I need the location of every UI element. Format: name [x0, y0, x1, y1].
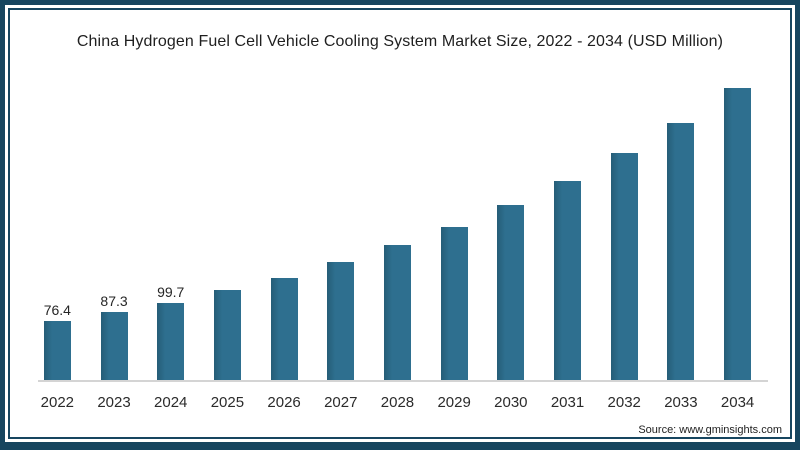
source-text: Source: www.gminsights.com	[638, 424, 782, 436]
x-tick-label-2025: 2025	[210, 394, 245, 411]
bar-slot-2030	[483, 10, 540, 380]
bar-2025	[213, 290, 241, 380]
x-tick-label-2028: 2028	[380, 394, 415, 411]
bar-value-label-2024: 99.7	[157, 284, 185, 300]
x-tick-label-2022: 2022	[40, 394, 75, 411]
bar-2026	[270, 278, 298, 380]
bar-2029	[440, 227, 468, 380]
x-tick-label-2034: 2034	[720, 394, 755, 411]
bar-slot-2023: 87.3	[86, 10, 143, 380]
x-tick-label-2030: 2030	[494, 394, 528, 411]
x-tick-label-2026: 2026	[267, 394, 301, 411]
bar-2033	[667, 123, 695, 380]
x-tick-label-2033: 2033	[664, 394, 698, 411]
frame-inner-gap: China Hydrogen Fuel Cell Vehicle Cooling…	[5, 5, 795, 442]
bar-slot-2033	[653, 10, 710, 380]
bar-slot-2032	[596, 10, 653, 380]
bar-2034	[724, 88, 752, 380]
x-tick-label-2024: 2024	[154, 394, 188, 411]
bar-2028	[383, 245, 411, 380]
bar-2024	[157, 303, 185, 380]
bar-slot-2024: 99.7	[142, 10, 199, 380]
bar-value-label-2023: 87.3	[100, 293, 128, 309]
bar-2027	[327, 262, 355, 380]
x-tick-label-2027: 2027	[324, 394, 358, 411]
bar-slot-2027	[312, 10, 369, 380]
bar-slot-2031	[539, 10, 596, 380]
x-tick-label-2023: 2023	[97, 394, 131, 411]
x-tick-label-2031: 2031	[550, 394, 585, 411]
chart-title: China Hydrogen Fuel Cell Vehicle Cooling…	[76, 33, 724, 50]
bar-slot-2029	[426, 10, 483, 380]
bar-2023	[100, 312, 128, 380]
bar-2030	[497, 205, 525, 380]
chart-panel: China Hydrogen Fuel Cell Vehicle Cooling…	[8, 8, 792, 439]
plot-area: 76.4 87.3 99.7	[29, 10, 766, 380]
bar-2031	[554, 181, 582, 380]
x-axis-tick-labels: 2022 2023 2024 2025 2026 2027 2028 2029 2030 2031…	[29, 394, 766, 411]
bar-2022	[43, 321, 71, 380]
bar-slot-2028	[369, 10, 426, 380]
x-tick-label-2032: 2032	[607, 394, 641, 411]
bar-slot-2026	[256, 10, 313, 380]
x-axis-line	[38, 380, 768, 382]
bar-slot-2025	[199, 10, 256, 380]
bar-2032	[610, 153, 638, 380]
bar-slot-2022: 76.4	[29, 10, 86, 380]
bar-value-label-2022: 76.4	[43, 302, 71, 318]
bar-slot-2034	[709, 10, 766, 380]
x-tick-label-2029: 2029	[437, 394, 471, 411]
